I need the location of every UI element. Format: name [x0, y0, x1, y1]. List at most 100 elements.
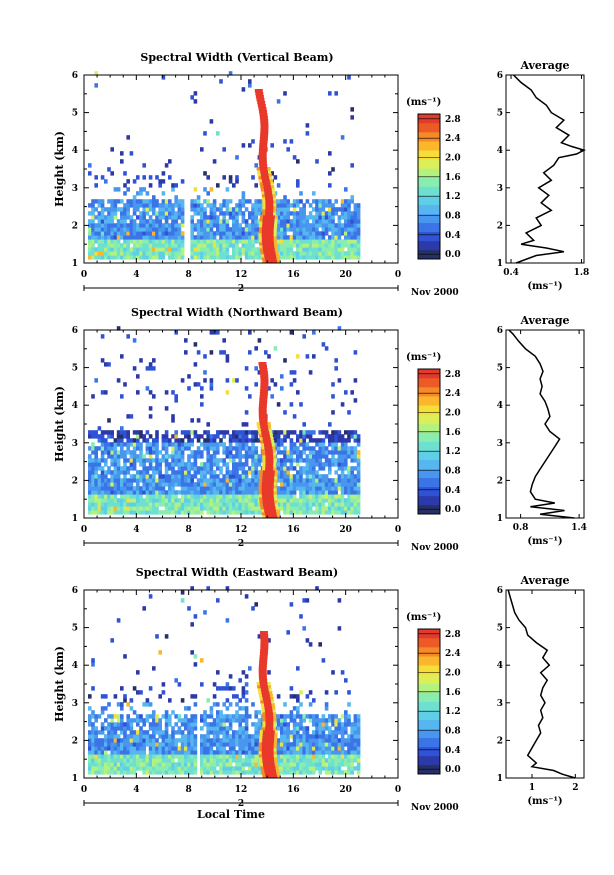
heatmap-cell	[232, 215, 236, 220]
heatmap-cell	[308, 766, 313, 771]
heatmap-cell	[190, 231, 194, 236]
heatmap-cell	[164, 235, 169, 240]
heatmap-cell	[126, 770, 130, 775]
heatmap-cell	[292, 227, 297, 232]
heatmap-cell	[158, 474, 162, 479]
heatmap-cell	[222, 730, 226, 735]
average-y-tick-label: 2	[497, 476, 503, 486]
heatmap-cell	[312, 762, 316, 767]
heatmap-cell	[145, 386, 150, 391]
heatmap-cell	[238, 223, 242, 228]
heatmap-cell	[328, 482, 332, 487]
heatmap-cell	[155, 470, 159, 475]
heatmap-cell	[344, 754, 348, 759]
heatmap-cell	[145, 219, 150, 224]
heatmap-cell	[184, 498, 188, 503]
heatmap-cell	[251, 235, 255, 240]
heatmap-cell	[302, 730, 306, 735]
heatmap-cell	[308, 231, 313, 236]
heatmap-cell	[164, 634, 169, 639]
plume-edge-cell	[273, 452, 277, 456]
heatmap-cell	[280, 247, 284, 252]
heatmap-cell	[113, 494, 118, 499]
heatmap-cell	[107, 758, 111, 763]
plume-edge-cell	[260, 188, 264, 192]
heatmap-cell	[212, 462, 217, 467]
heatmap-cell	[232, 438, 236, 443]
heatmap-cell	[292, 498, 297, 503]
heatmap-cell	[145, 762, 150, 767]
heatmap-cell	[232, 714, 236, 719]
plume-edge-cell	[262, 455, 266, 459]
heatmap-cell	[177, 223, 182, 228]
heatmap-cell	[200, 754, 204, 759]
heatmap-cell	[299, 191, 303, 196]
plume-cell	[261, 691, 270, 695]
heatmap-cell	[180, 450, 185, 455]
heatmap-cell	[344, 255, 348, 260]
heatmap-cell	[113, 506, 118, 511]
heatmap-cell	[334, 231, 338, 236]
heatmap-cell	[193, 362, 198, 367]
heatmap-cell	[321, 498, 326, 503]
heatmap-cell	[299, 702, 303, 707]
date-month-year: Nov 2000	[411, 803, 459, 813]
heatmap-cell	[126, 490, 130, 495]
heatmap-cell	[276, 434, 281, 439]
heatmap-cell	[344, 239, 348, 244]
heatmap-cell	[276, 490, 281, 495]
heatmap-cell	[331, 239, 335, 244]
heatmap-cell	[97, 466, 102, 471]
heatmap-cell	[328, 422, 332, 427]
heatmap-cell	[209, 710, 214, 715]
heatmap-cell	[324, 478, 329, 483]
heatmap-cell	[212, 510, 217, 515]
heatmap-cell	[324, 211, 329, 216]
plume-cell	[263, 188, 272, 192]
heatmap-cell	[94, 770, 98, 775]
heatmap-cell	[219, 482, 223, 487]
heatmap-cell	[88, 235, 92, 240]
heatmap-cell	[123, 255, 127, 260]
heatmap-cell	[184, 434, 188, 439]
heatmap-cell	[116, 746, 121, 751]
heatmap-cell	[142, 490, 146, 495]
heatmap-cell	[292, 251, 297, 256]
heatmap-cell	[225, 498, 230, 503]
heatmap-cell	[120, 478, 124, 483]
heatmap-cell	[302, 718, 306, 723]
heatmap-cell	[292, 758, 297, 763]
plume-edge-cell	[256, 422, 260, 426]
heatmap-cell	[100, 478, 105, 483]
heatmap-cell	[123, 231, 127, 236]
heatmap-cell	[104, 734, 108, 739]
heatmap-cell	[168, 223, 172, 228]
heatmap-cell	[244, 462, 249, 467]
heatmap-cell	[136, 498, 140, 503]
heatmap-cell	[142, 498, 146, 503]
heatmap-cell	[136, 243, 140, 248]
heatmap-cell	[116, 247, 121, 252]
heatmap-cell	[225, 742, 230, 747]
heatmap-cell	[180, 734, 185, 739]
heatmap-cell	[318, 498, 322, 503]
heatmap-cell	[344, 750, 348, 755]
heatmap-cell	[225, 706, 230, 711]
heatmap-cell	[356, 758, 361, 763]
heatmap-cell	[139, 718, 143, 723]
heatmap-cell	[142, 247, 146, 252]
heatmap-cell	[180, 738, 185, 743]
heatmap-cell	[206, 454, 210, 459]
heatmap-cell	[318, 203, 322, 208]
heatmap-cell	[97, 199, 102, 204]
heatmap-cell	[216, 434, 220, 439]
heatmap-cell	[241, 690, 246, 695]
heatmap-cell	[337, 430, 342, 435]
heatmap-cell	[136, 175, 140, 180]
heatmap-cell	[219, 235, 223, 240]
heatmap-cell	[334, 91, 338, 96]
heatmap-cell	[190, 239, 194, 244]
heatmap-cell	[145, 247, 150, 252]
heatmap-cell	[136, 239, 140, 244]
heatmap-cell	[222, 726, 226, 731]
